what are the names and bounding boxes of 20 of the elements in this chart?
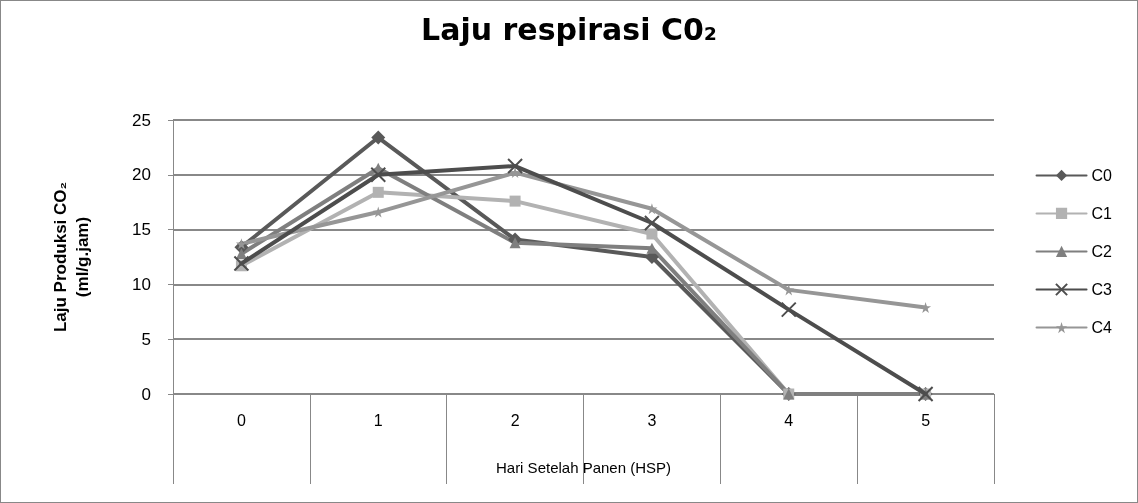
y-tick-label: 10 — [132, 274, 151, 294]
x-tick-label: 1 — [373, 411, 383, 429]
x-tick-label: 4 — [784, 411, 794, 429]
y-tick-label: 25 — [132, 110, 151, 130]
legend-label: C2 — [1091, 242, 1113, 260]
x-tick-label: 3 — [647, 411, 657, 429]
y-tick-label: 20 — [132, 165, 151, 185]
chart-title: Laju respirasi C0₂ — [421, 11, 717, 47]
y-tick-label: 15 — [132, 220, 151, 240]
legend-label: C3 — [1091, 281, 1113, 298]
x-tick-label: 0 — [236, 411, 246, 429]
x-tick-label: 5 — [921, 411, 931, 429]
y-tick-label: 5 — [141, 329, 151, 349]
x-tick-label: 2 — [510, 411, 520, 429]
legend-label: C0 — [1091, 166, 1113, 184]
y-axis-title: Laju Produksi CO₂ (ml/g.jam) — [50, 181, 92, 333]
x-axis-title: Hari Setelah Panen (HSP) — [495, 459, 672, 476]
legend-label: C4 — [1091, 319, 1113, 337]
y-tick-label: 0 — [141, 384, 151, 404]
legend-label: C1 — [1091, 204, 1113, 222]
